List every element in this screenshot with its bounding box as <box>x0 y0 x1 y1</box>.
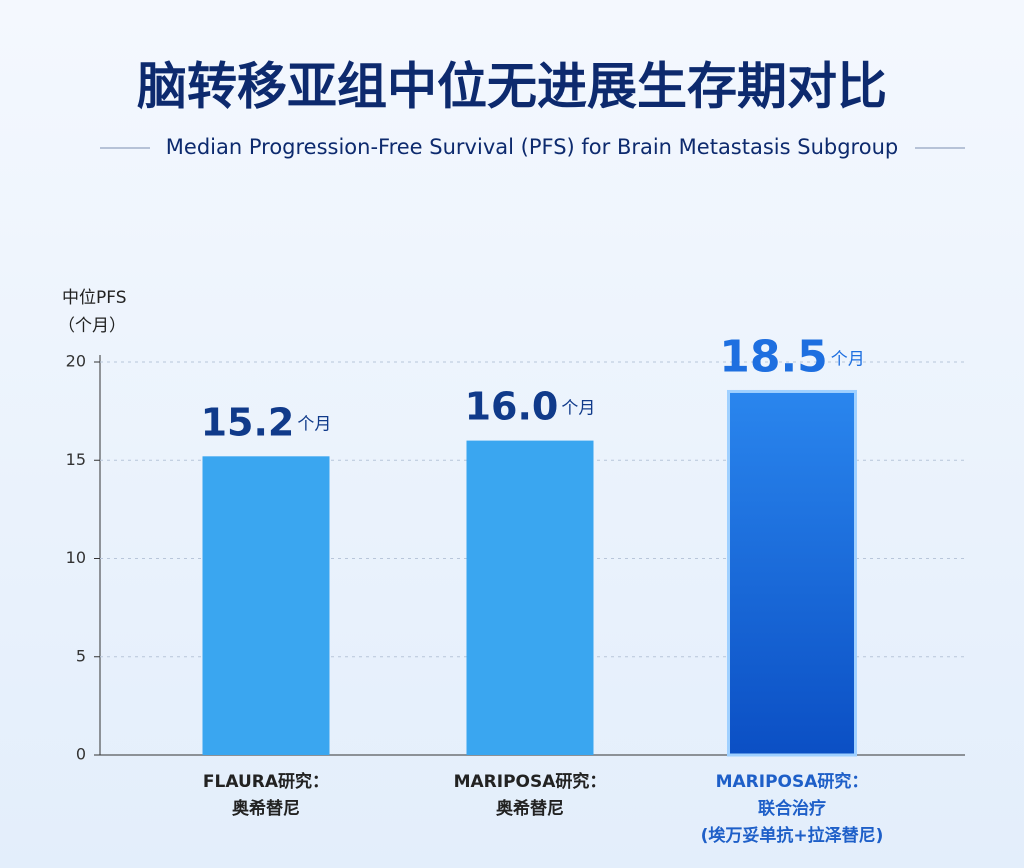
x-tick-label: MARIPOSA研究： <box>454 771 607 792</box>
y-axis-label: 中位PFS <box>62 288 127 308</box>
data-label-value: 18.5 <box>719 331 828 382</box>
data-label: 16.0 个月 <box>465 384 596 428</box>
y-tick-label: 20 <box>66 352 86 371</box>
chart-title: 脑转移亚组中位无进展生存期对比 <box>137 58 887 116</box>
data-label-unit: 个月 <box>297 414 331 434</box>
chart-subtitle: Median Progression-Free Survival (PFS) f… <box>166 135 898 159</box>
bar <box>466 440 594 755</box>
data-label-unit: 个月 <box>831 349 865 369</box>
y-tick-label: 10 <box>66 548 86 567</box>
data-label-value: 15.2 <box>201 400 295 444</box>
bar <box>727 389 857 757</box>
y-tick-label: 0 <box>76 745 86 764</box>
data-label: 15.2 个月 <box>201 400 332 444</box>
x-tick-label: 奥希替尼 <box>496 798 564 819</box>
x-tick-label: (埃万妥单抗+拉泽替尼) <box>701 825 884 846</box>
x-tick-label: FLAURA研究： <box>203 771 329 792</box>
bar <box>202 456 330 755</box>
y-tick-label: 15 <box>66 450 86 469</box>
data-label-value: 16.0 <box>465 384 559 428</box>
y-tick-label: 5 <box>76 646 86 665</box>
x-tick-label: 联合治疗 <box>758 798 826 819</box>
data-label-unit: 个月 <box>561 399 595 419</box>
x-tick-label: 奥希替尼 <box>232 798 300 819</box>
y-axis-label: （个月） <box>58 316 126 336</box>
x-tick-label: MARIPOSA研究： <box>716 771 869 792</box>
data-label: 18.5 个月 <box>719 331 865 382</box>
